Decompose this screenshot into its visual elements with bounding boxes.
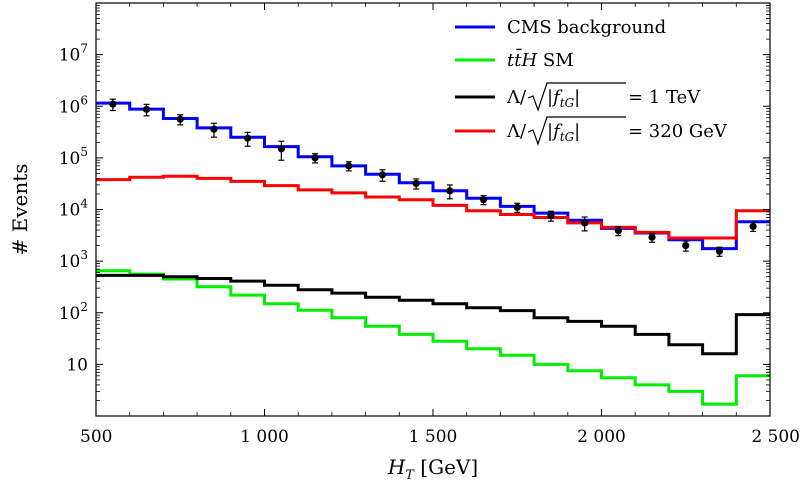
svg-text:= 320 GeV: = 320 GeV — [628, 121, 728, 142]
legend-label-cms-background: CMS background — [507, 17, 666, 38]
data-point — [142, 103, 151, 117]
data-point — [412, 178, 420, 190]
data-point — [311, 153, 319, 164]
x-tick-label: 500 — [80, 427, 112, 447]
data-points-layer — [109, 98, 757, 257]
y-tick-label: 106 — [59, 93, 88, 117]
data-point — [176, 114, 184, 126]
data-point — [109, 98, 117, 112]
data-point — [513, 202, 521, 213]
data-point — [749, 221, 757, 233]
x-tick-label: 1 000 — [240, 427, 289, 447]
y-tick-label: 103 — [59, 248, 88, 272]
data-point — [345, 161, 353, 172]
plot-frame — [95, 2, 771, 417]
y-axis-label: # Events — [8, 163, 32, 255]
data-point — [210, 122, 218, 138]
legend-label-1tev: Λ/ |ftG| = 1 TeV — [506, 82, 701, 112]
svg-text:Λ/: Λ/ — [506, 87, 527, 108]
series-line-3 — [96, 174, 770, 240]
y-tick-label: 105 — [59, 145, 88, 169]
data-point — [479, 194, 488, 206]
y-tick-label: 107 — [59, 42, 88, 66]
y-tick-label: 102 — [59, 300, 88, 324]
data-point — [277, 140, 285, 161]
x-tick-label: 2 000 — [577, 427, 626, 447]
data-point — [244, 131, 252, 147]
data-point — [581, 216, 589, 232]
axis-ticks: 500 1 000 1 500 2 000 2 500 10 102 103 104 105 106… — [59, 3, 800, 447]
svg-text:|ftG|: |ftG| — [547, 121, 580, 144]
series-line-2 — [96, 273, 770, 356]
x-tick-label: 2 500 — [751, 427, 800, 447]
data-point — [547, 210, 555, 222]
legend-label-tth-sm: tt̄H SM — [507, 47, 574, 71]
data-point — [446, 184, 454, 200]
data-point — [682, 240, 690, 252]
x-tick-label: 1 500 — [409, 427, 458, 447]
series-layer — [96, 101, 770, 406]
legend-label-320gev: Λ/ |ftG| = 320 GeV — [506, 116, 728, 146]
data-point — [614, 225, 622, 237]
svg-text:= 1 TeV: = 1 TeV — [628, 87, 701, 108]
data-point — [715, 246, 724, 257]
series-line-1 — [96, 269, 770, 406]
y-tick-label: 104 — [59, 197, 89, 221]
x-axis-label: HT [GeV] — [387, 455, 478, 483]
y-tick-label: 10 — [66, 355, 88, 375]
legend: CMS background tt̄H SM Λ/ |ftG| = 1 TeV … — [455, 17, 728, 146]
svg-text:|ftG|: |ftG| — [547, 87, 580, 110]
data-point — [378, 169, 387, 182]
data-point — [648, 232, 656, 243]
svg-text:Λ/: Λ/ — [506, 121, 527, 142]
